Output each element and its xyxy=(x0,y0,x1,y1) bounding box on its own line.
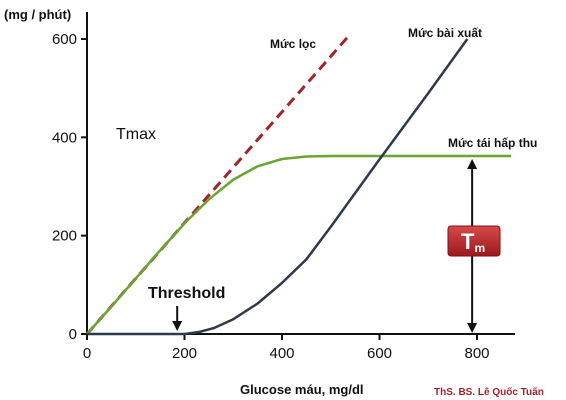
tm-badge: Tm xyxy=(447,225,501,257)
excretion-label: Mức bài xuất xyxy=(408,26,482,40)
y-tick-label: 400 xyxy=(52,129,77,146)
x-tick-label: 200 xyxy=(172,345,197,362)
x-tick-label: 0 xyxy=(83,345,91,362)
threshold-label: Threshold xyxy=(148,285,225,302)
credit-text: ThS. BS. Lê Quốc Tuấn xyxy=(434,386,544,398)
x-tick-label: 400 xyxy=(269,345,294,362)
x-tick-label: 600 xyxy=(367,345,392,362)
tmax-label: Tmax xyxy=(116,126,156,143)
y-tick-label: 200 xyxy=(52,228,77,245)
x-axis-title: Glucose máu, mg/dl xyxy=(240,382,364,397)
series-layer xyxy=(85,33,512,336)
reabsorption-label: Mức tái hấp thu xyxy=(448,136,537,150)
y-tick-label: 0 xyxy=(69,326,77,343)
y-tick-label: 600 xyxy=(52,31,77,48)
x-tick-label: 800 xyxy=(464,345,489,362)
y-ticks: 0 200 400 600 xyxy=(52,31,87,343)
series-line-mức-tái-hấp-thu xyxy=(86,154,512,335)
series-line-mức-bài-xuất xyxy=(87,38,469,336)
tm-badge-text: Tm xyxy=(461,229,485,255)
y-axis-title: (mg / phút) xyxy=(4,7,71,22)
filtration-label: Mức lọc xyxy=(270,37,316,51)
x-ticks: 0 200 400 600 800 xyxy=(83,334,490,362)
tm-badge-box xyxy=(447,225,501,257)
